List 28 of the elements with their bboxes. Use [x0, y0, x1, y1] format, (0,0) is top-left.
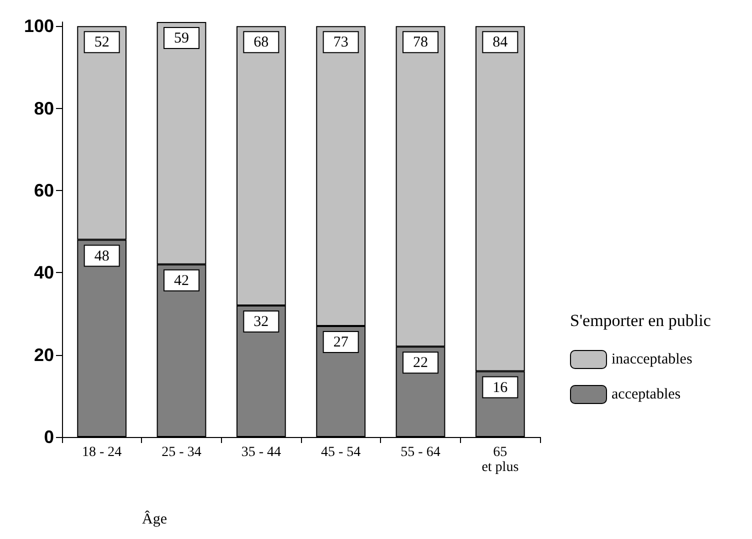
y-tick-label: 100	[24, 16, 54, 36]
x-tick-label: 25 - 34	[162, 445, 202, 460]
data-label: 16	[492, 380, 508, 396]
y-tick-label: 80	[34, 98, 54, 118]
data-label: 68	[254, 34, 269, 51]
data-label: 73	[333, 34, 348, 51]
x-tick-label: 65 et plus	[482, 445, 519, 475]
y-tick-label: 0	[44, 427, 54, 447]
x-tick-label: 45 - 54	[320, 445, 361, 460]
x-tick-label: 18 - 24	[82, 445, 122, 460]
legend-title: S'emporter en public	[570, 311, 712, 330]
data-label: 48	[94, 248, 110, 264]
legend-label: inacceptables	[612, 352, 692, 368]
data-label: 27	[333, 334, 349, 351]
data-label: 22	[413, 355, 428, 372]
legend-label: acceptables	[612, 386, 681, 402]
x-tick-label: 35 - 44	[241, 445, 282, 460]
y-tick-label: 60	[34, 180, 54, 200]
data-label: 59	[174, 30, 189, 46]
y-tick-label: 40	[34, 262, 54, 283]
data-label: 42	[174, 272, 189, 289]
data-label: 52	[94, 34, 110, 51]
data-label: 32	[254, 314, 269, 330]
x-axis-title: Âge	[142, 510, 168, 528]
data-label: 78	[413, 34, 428, 51]
data-label: 84	[492, 34, 508, 51]
x-tick-label: 55 - 64	[400, 445, 440, 460]
y-tick-label: 20	[34, 344, 54, 365]
